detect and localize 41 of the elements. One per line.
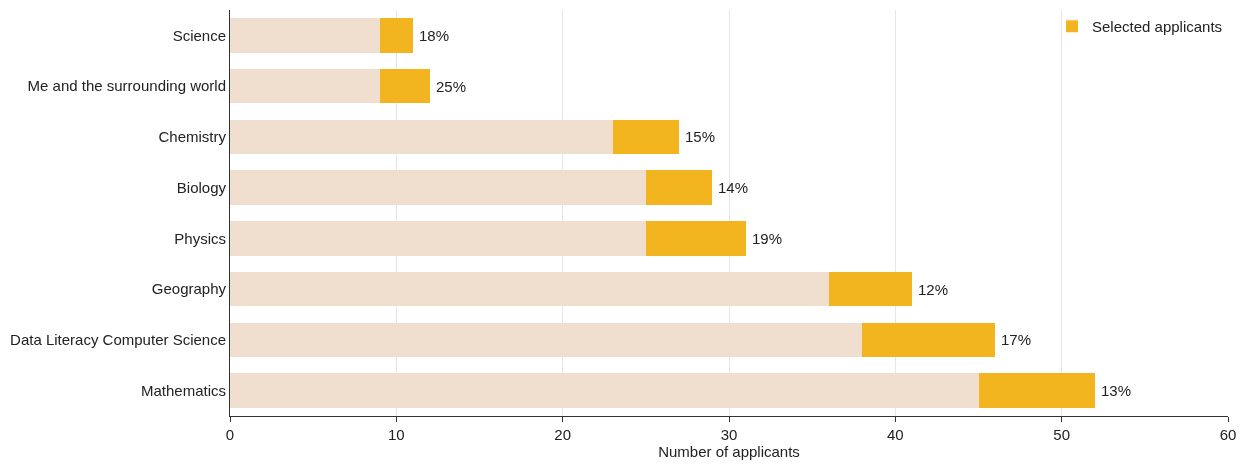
- annotation: 25%: [436, 78, 467, 95]
- y-tick-label: Chemistry: [158, 128, 227, 146]
- annotation: 18%: [419, 27, 450, 44]
- bar: [230, 68, 380, 104]
- annotation: 15%: [685, 128, 716, 145]
- bar: [230, 373, 979, 408]
- annotation: 19%: [752, 230, 783, 247]
- bar: [645, 170, 713, 205]
- annotation: 13%: [1101, 382, 1132, 399]
- x-tick-label: 0: [225, 426, 235, 443]
- bar: [379, 68, 430, 104]
- x-tick-label: 60: [1219, 426, 1237, 443]
- bar: [978, 373, 1095, 408]
- bar: [828, 271, 912, 307]
- y-tick-label: Me and the surrounding world: [27, 77, 226, 95]
- bar: [612, 119, 680, 155]
- y-tick-label: Biology: [176, 178, 227, 196]
- bar: [230, 271, 829, 307]
- bar: [645, 221, 746, 256]
- y-tick-label: Geography: [151, 280, 227, 298]
- bar: [230, 221, 646, 256]
- x-tick-label: 50: [1053, 426, 1071, 443]
- y-tick-label: Data Literacy Computer Science: [10, 331, 226, 349]
- bar: [230, 119, 613, 155]
- annotation: 17%: [1001, 331, 1032, 348]
- x-axis-title: Number of applicants: [658, 443, 800, 460]
- bar: [230, 322, 863, 358]
- x-tick-label: 30: [720, 426, 738, 443]
- y-tick-label: Mathematics: [140, 381, 226, 399]
- annotation: 12%: [918, 281, 949, 298]
- bar: [862, 322, 996, 358]
- y-tick-label: Science: [172, 26, 226, 44]
- x-tick-label: 20: [554, 426, 572, 443]
- bar: [230, 170, 646, 205]
- y-tick-label: Physics: [174, 229, 226, 247]
- legend-label: Selected applicants: [1092, 18, 1223, 36]
- bar: [230, 18, 380, 53]
- bar: [379, 18, 413, 53]
- x-tick-label: 40: [886, 426, 904, 443]
- annotation: 14%: [718, 179, 749, 196]
- x-tick-label: 10: [387, 426, 405, 443]
